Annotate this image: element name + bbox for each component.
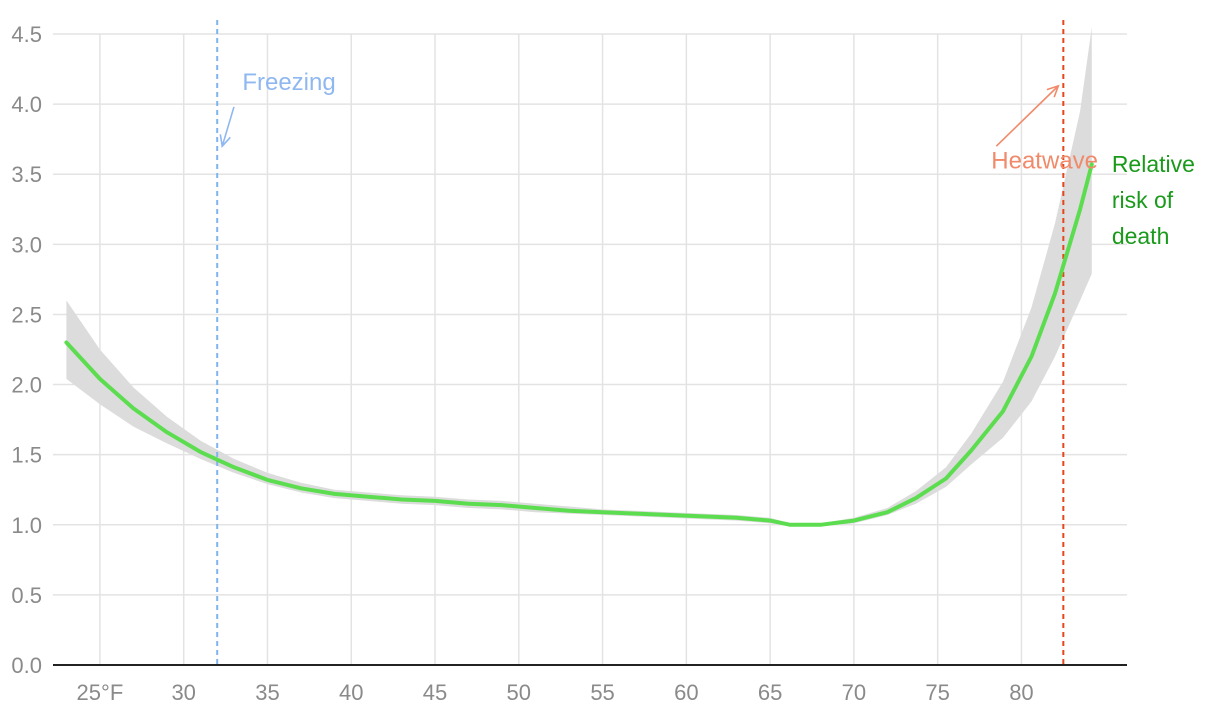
x-tick-label: 75: [925, 680, 949, 705]
series-label-line: risk of: [1112, 187, 1174, 213]
x-tick-label: 45: [423, 680, 447, 705]
freezing-annotation-arrow: [221, 106, 235, 147]
y-tick-label: 0.0: [11, 653, 42, 678]
x-tick-label: 70: [842, 680, 866, 705]
y-tick-label: 4.5: [11, 22, 42, 47]
y-tick-label: 2.5: [11, 302, 42, 327]
freezing-annotation-label: Freezing: [242, 69, 335, 96]
x-tick-label: 30: [171, 680, 195, 705]
series-label-line: death: [1112, 223, 1170, 249]
gridlines: [53, 33, 1127, 665]
x-tick-label: 50: [507, 680, 531, 705]
x-tick-label: 40: [339, 680, 363, 705]
annotations-layer: Freezing Heatwave: [219, 69, 1098, 175]
x-tick-label: 25°F: [77, 680, 124, 705]
x-tick-label: 35: [255, 680, 279, 705]
y-tick-label: 3.5: [11, 162, 42, 187]
freezing-arrowhead: [219, 134, 231, 148]
y-tick-label: 4.0: [11, 92, 42, 117]
series-label: Relative risk of death: [1112, 151, 1195, 249]
series-layer: Relative risk of death: [64, 151, 1195, 527]
heatwave-annotation-arrow: [995, 85, 1059, 147]
x-tick-label: 55: [590, 680, 614, 705]
reference-lines-layer: [216, 20, 1065, 665]
series-label-line: Relative: [1112, 151, 1195, 177]
y-tick-label: 0.5: [11, 583, 42, 608]
y-tick-label: 1.0: [11, 513, 42, 538]
x-tick-label: 80: [1009, 680, 1033, 705]
tick-labels-layer: 0.0 0.5 1.0 1.5 2.0 2.5 3.0 3.5 4.0 4.5 25°F 30 35 40…: [11, 22, 1033, 705]
heatwave-annotation-label: Heatwave: [991, 148, 1098, 175]
x-tick-label: 60: [674, 680, 698, 705]
heatwave-arrowhead: [1046, 84, 1060, 98]
y-tick-label: 2.0: [11, 373, 42, 398]
x-tick-label: 65: [758, 680, 782, 705]
y-tick-label: 3.0: [11, 232, 42, 257]
relative-risk-series-line: [64, 162, 1094, 527]
y-tick-label: 1.5: [11, 443, 42, 468]
